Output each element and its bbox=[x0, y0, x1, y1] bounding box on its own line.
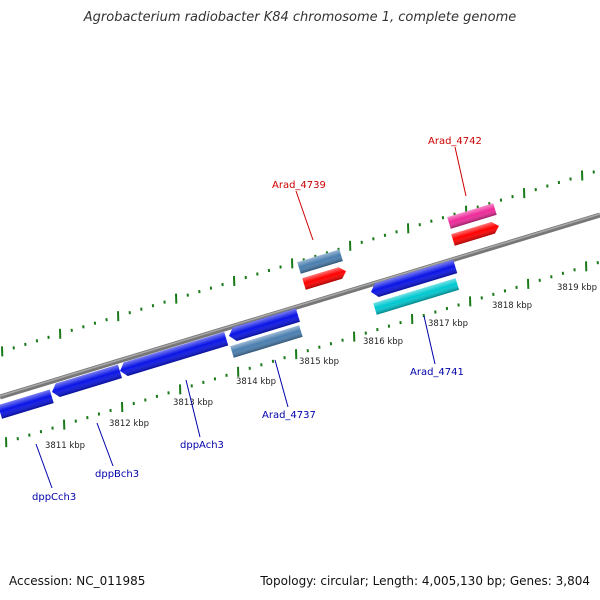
gene-label-Arad_4739[interactable]: Arad_4739 bbox=[272, 180, 326, 191]
gene-dppCch3[interactable] bbox=[0, 389, 54, 419]
scale-label-3814: 3814 kbp bbox=[236, 377, 276, 387]
chromosome-backbone-highlight bbox=[0, 213, 600, 397]
scale-label-3811: 3811 kbp bbox=[45, 441, 85, 451]
gene-Arad_4737-second[interactable] bbox=[230, 325, 303, 358]
gene-Arad_4741[interactable] bbox=[369, 259, 458, 299]
accession-text: Accession: NC_011985 bbox=[9, 574, 146, 588]
genome-summary-text: Topology: circular; Length: 4,005,130 bp… bbox=[260, 574, 590, 588]
leader-dppAch3 bbox=[185, 379, 201, 438]
gene-label-dppAch3[interactable]: dppAch3 bbox=[180, 440, 224, 451]
leader-dppBch3 bbox=[96, 422, 114, 467]
map-title: Agrobacterium radiobacter K84 chromosome… bbox=[83, 10, 517, 25]
gene-label-dppBch3[interactable]: dppBch3 bbox=[95, 469, 139, 480]
scale-label-3813: 3813 kbp bbox=[173, 398, 213, 408]
chromosome-backbone bbox=[0, 212, 600, 400]
gene-label-dppCch3[interactable]: dppCch3 bbox=[32, 492, 76, 503]
scale-label-3815: 3815 kbp bbox=[299, 357, 339, 367]
scale-label-3817: 3817 kbp bbox=[428, 319, 468, 329]
gene-Arad_4739-red[interactable] bbox=[302, 265, 348, 290]
inner-tick-track bbox=[5, 261, 599, 448]
gene-Arad_4742-red[interactable] bbox=[451, 220, 500, 246]
gene-Arad_4739[interactable] bbox=[297, 249, 343, 274]
gene-Arad_4742[interactable] bbox=[447, 203, 497, 229]
gene-label-Arad_4737[interactable]: Arad_4737 bbox=[262, 410, 316, 421]
scale-label-3818: 3818 kbp bbox=[492, 301, 532, 311]
leader-Arad_4742 bbox=[454, 146, 467, 197]
scale-label-3812: 3812 kbp bbox=[109, 419, 149, 429]
outer-tick-track bbox=[1, 170, 595, 357]
gene-dppAch3[interactable] bbox=[118, 332, 229, 378]
leader-Arad_4737 bbox=[274, 359, 289, 408]
scale-label-3816: 3816 kbp bbox=[363, 337, 403, 347]
gene-dppBch3[interactable] bbox=[50, 364, 122, 399]
leader-Arad_4741 bbox=[423, 315, 436, 365]
leader-dppCch3 bbox=[35, 443, 53, 489]
scale-label-3819: 3819 kbp bbox=[557, 283, 597, 293]
gene-label-Arad_4741[interactable]: Arad_4741 bbox=[410, 367, 464, 378]
gene-Arad_4737[interactable] bbox=[227, 308, 300, 342]
leader-Arad_4739 bbox=[295, 190, 314, 241]
gene-label-Arad_4742[interactable]: Arad_4742 bbox=[428, 136, 482, 147]
gene-Arad_4741-second[interactable] bbox=[373, 278, 460, 315]
